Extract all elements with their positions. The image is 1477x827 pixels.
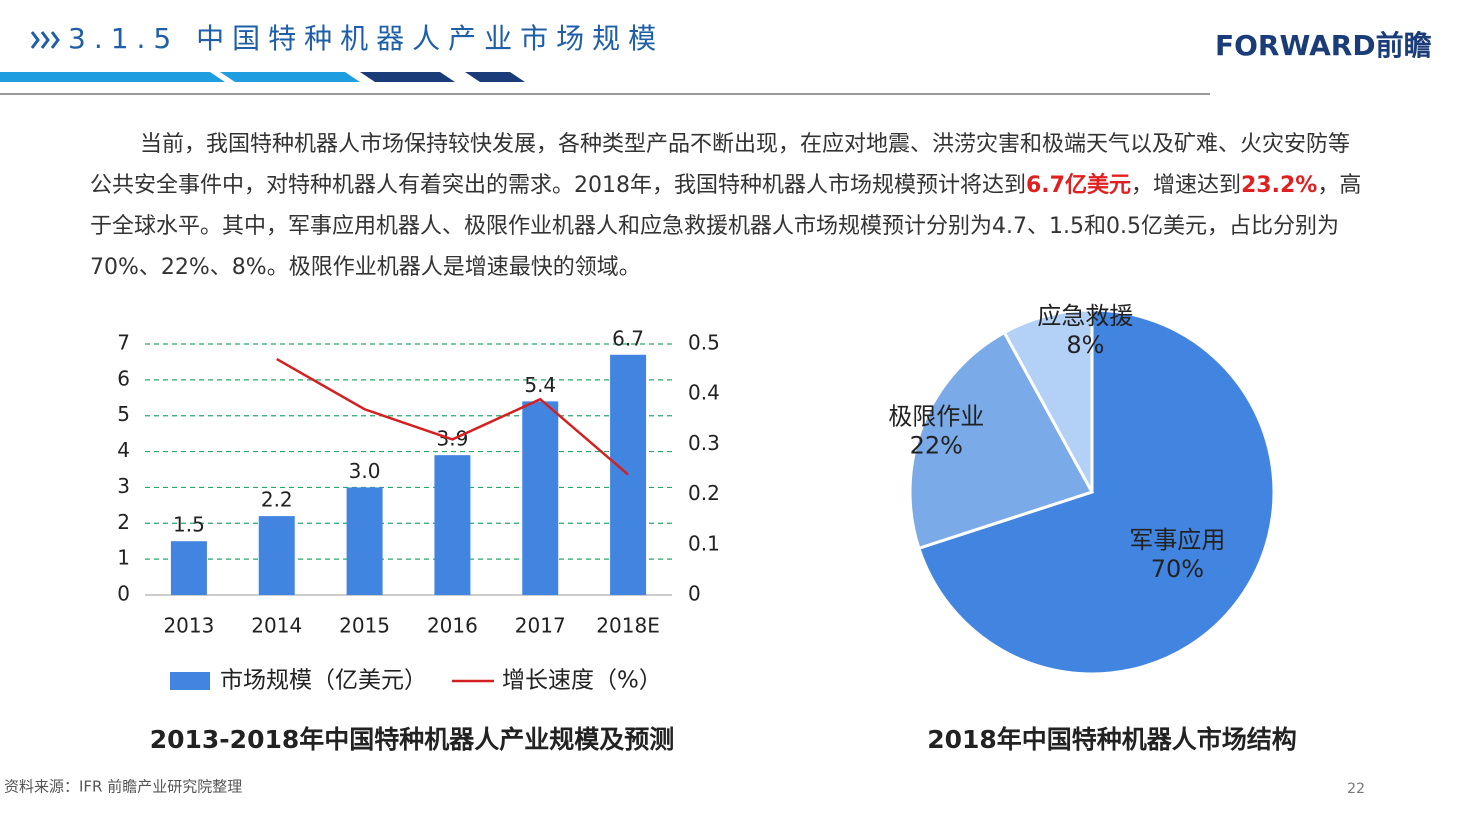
bar [346,487,383,595]
bar [610,354,647,595]
y2-tick-label: 0.5 [688,331,720,355]
x-tick-label: 2015 [339,614,390,638]
y2-tick-label: 0.1 [688,531,720,555]
legend-label: 市场规模（亿美元） [220,668,427,694]
pie-slice [908,330,1095,551]
y-tick-label: 3 [117,474,130,498]
bar [522,401,559,595]
source: 资料来源：IFR 前瞻产业研究院整理 [4,778,242,796]
y2-tick-label: 0 [688,582,701,606]
slice-label: 军事应用 [1129,526,1225,554]
slice-label: 应急救援 [1037,302,1133,330]
slice-label: 极限作业 [888,402,984,430]
pie-slice [1002,308,1094,493]
bar [434,455,471,595]
paragraph-text: 6.7亿美元 [1026,173,1131,198]
x-tick-label: 2013 [163,614,214,638]
y-tick-label: 7 [117,331,130,355]
pie-slice [917,308,1276,676]
paragraph-text: 23.2% [1241,173,1318,198]
bar [170,541,207,595]
y-tick-label: 2 [117,510,130,534]
legend-label: 增长速度（%） [502,668,662,694]
slice-value: 22% [910,431,963,459]
header-stripes [0,72,525,82]
x-tick-label: 2016 [427,614,478,638]
paragraph: 当前，我国特种机器人市场保持较快发展，各种类型产品不断出现，在应对地震、洪涝灾害… [90,124,1365,288]
paragraph-text: ，增速达到 [1130,173,1241,198]
page-number: 22 [1347,781,1365,797]
y2-tick-label: 0.2 [688,481,720,505]
header-title: 3.1.5 中国特种机器人产业市场规模 [68,22,664,55]
slice-value: 8% [1066,331,1104,359]
x-tick-label: 2018E [596,614,660,638]
chevrons [30,31,60,49]
data-label: 3.0 [349,459,381,483]
y-tick-label: 4 [117,438,130,462]
slice-value: 70% [1151,555,1204,583]
paragraph-text: ，高于全球水平。其中，军事应用机器人、极限作业机器人和应急救援机器人市场规模预计… [90,173,1362,280]
y2-tick-label: 0.3 [688,431,720,455]
chart-title: 2013-2018年中国特种机器人产业规模及预测 [150,725,675,754]
bar [258,516,295,595]
data-label: 2.2 [261,488,293,512]
data-label: 1.5 [173,513,205,537]
data-label: 5.4 [524,373,556,397]
legend-swatch [170,672,210,690]
x-tick-label: 2017 [515,614,566,638]
data-label: 6.7 [612,326,644,350]
y2-tick-label: 0.4 [688,381,720,405]
logo: FORWARD前瞻 [1215,29,1432,62]
y-tick-label: 5 [117,402,130,426]
y-tick-label: 0 [117,582,130,606]
growth-line [276,357,629,476]
x-tick-label: 2014 [251,614,302,638]
paragraph-text: 当前，我国特种机器人市场保持较快发展，各种类型产品不断出现，在应对地震、洪涝灾害… [90,132,1351,198]
y-tick-label: 6 [117,366,130,390]
y-tick-label: 1 [117,546,130,570]
chart-title: 2018年中国特种机器人市场结构 [927,725,1297,754]
